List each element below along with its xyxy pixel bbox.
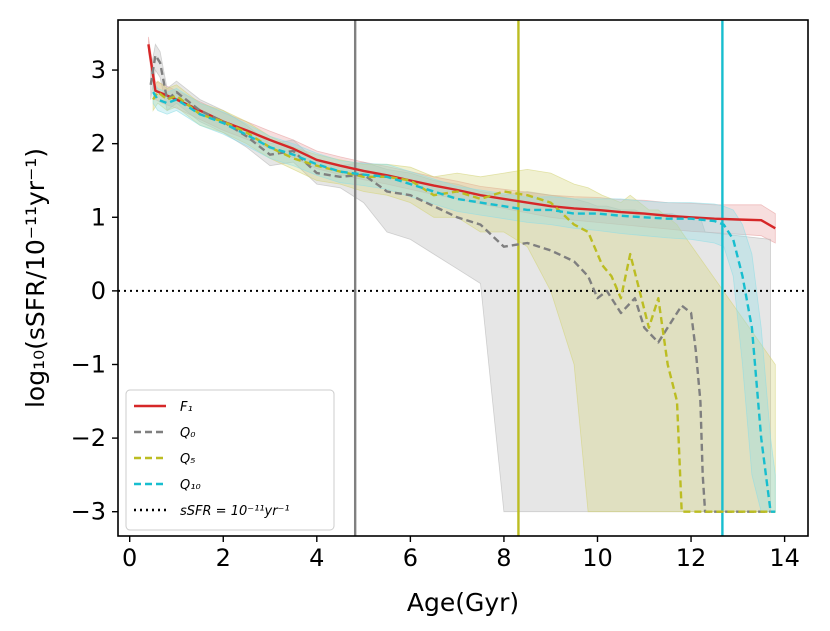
legend-label-f: F₁ bbox=[180, 400, 193, 415]
x-axis-ticks: 0 2 4 6 8 10 12 14 bbox=[122, 536, 800, 572]
x-tick-label: 6 bbox=[403, 544, 418, 572]
x-axis-label: Age(Gyr) bbox=[407, 588, 519, 617]
x-tick-label: 14 bbox=[769, 544, 800, 572]
x-tick-label: 12 bbox=[676, 544, 707, 572]
y-tick-label: 2 bbox=[91, 130, 106, 158]
legend-label-ssfr-10-yr: sSFR = 10⁻¹¹yr⁻¹ bbox=[180, 504, 290, 519]
series-lines bbox=[147, 44, 776, 513]
x-tick-label: 8 bbox=[496, 544, 511, 572]
plot-frame bbox=[117, 19, 809, 537]
x-tick-label: 2 bbox=[216, 544, 231, 572]
legend-label-q: Q₅ bbox=[180, 452, 195, 467]
y-tick-label: 3 bbox=[91, 56, 106, 84]
x-tick-label: 10 bbox=[582, 544, 613, 572]
y-axis-ticks: 3 2 1 0 −1 −2 −3 bbox=[71, 56, 118, 526]
vertical-lines bbox=[353, 20, 724, 536]
legend-label-q: Q₀ bbox=[180, 426, 196, 441]
series-line-2 bbox=[149, 54, 771, 513]
series-line-4 bbox=[152, 91, 776, 513]
y-axis-label: log₁₀(sSFR/10⁻¹¹yr⁻¹) bbox=[21, 148, 50, 408]
legend-frame bbox=[125, 389, 335, 531]
x-tick-label: 4 bbox=[309, 544, 324, 572]
x-tick-label: 0 bbox=[122, 544, 137, 572]
y-tick-label: −1 bbox=[71, 350, 106, 378]
y-tick-label: 0 bbox=[91, 277, 106, 305]
y-tick-label: 1 bbox=[91, 203, 106, 231]
legend: F₁ Q₀ Q₅ Q₁₀ sSFR = 10⁻¹¹yr⁻¹ bbox=[125, 389, 335, 531]
band-series-1 bbox=[148, 36, 776, 244]
legend-label-q: Q₁₀ bbox=[180, 478, 201, 493]
series-line-3 bbox=[152, 90, 776, 513]
y-tick-label: −2 bbox=[71, 424, 106, 452]
y-tick-label: −3 bbox=[71, 498, 106, 526]
